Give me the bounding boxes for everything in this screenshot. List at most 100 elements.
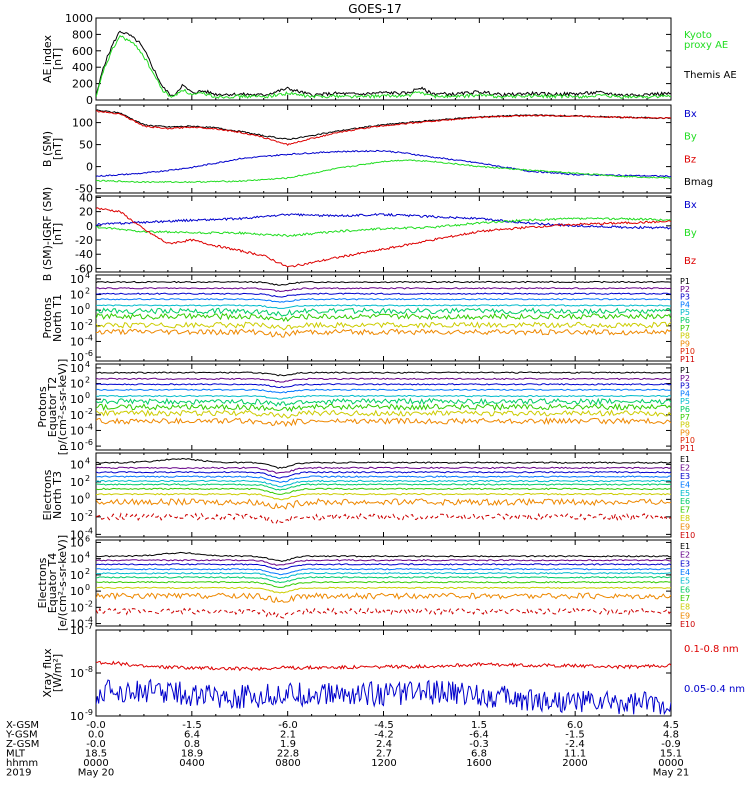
channel-label: E7 [680, 594, 690, 603]
y-tick-label: 10 [70, 335, 84, 348]
footer-row-label: Y-GSM [5, 730, 38, 741]
y-axis-label: Protons [36, 386, 49, 427]
y-tick-label: 10 [70, 362, 84, 375]
channel-line [96, 409, 671, 419]
footer-row-label: Z-GSM [6, 739, 39, 750]
y-tick-exponent: -6 [85, 438, 93, 447]
y-tick-label: 10 [70, 569, 84, 582]
channel-line [96, 328, 671, 338]
channel-label: P8 [680, 421, 690, 430]
channel-label: P1 [680, 366, 690, 375]
channel-line [96, 607, 671, 619]
panel-data [96, 457, 671, 525]
legend-entry: Bx [684, 200, 697, 211]
legend-entry: Bz [684, 154, 696, 165]
channel-line [96, 292, 671, 298]
series-line [96, 678, 671, 716]
footer-value: 0800 [275, 758, 300, 769]
y-tick-label: 10 [70, 440, 84, 453]
y-tick-label: 10 [70, 304, 84, 317]
y-tick-exponent: 2 [85, 287, 90, 296]
channel-line [96, 280, 671, 286]
channel-label: P2 [680, 285, 690, 294]
y-tick-exponent: -4 [85, 422, 93, 431]
channel-line [96, 457, 671, 469]
legend-entry: By [684, 132, 697, 143]
channel-label: P1 [680, 277, 690, 286]
y-tick-label: 1000 [65, 12, 93, 25]
channel-label: P10 [680, 436, 695, 445]
y-tick-exponent: 6 [85, 534, 90, 543]
y-axis-label: AE index [41, 34, 54, 83]
y-axis-label: Electrons [41, 469, 54, 520]
channel-line [96, 475, 671, 483]
plot-title: GOES-17 [348, 2, 402, 16]
y-tick-label: 800 [72, 28, 93, 41]
channel-line [96, 402, 671, 413]
y-tick-exponent: -2 [85, 509, 93, 518]
footer-value: -0.0 [86, 720, 106, 731]
footer-value: 2.7 [376, 749, 392, 760]
series-line [96, 109, 671, 141]
channel-label: E1 [680, 542, 690, 551]
channel-line [96, 416, 671, 428]
footer-value: -0.3 [469, 739, 489, 750]
channel-label: E7 [680, 506, 690, 515]
y-tick-exponent: -7 [85, 622, 93, 631]
channel-line [96, 312, 671, 322]
y-tick-label: 10 [70, 424, 84, 437]
channel-label: P8 [680, 332, 690, 341]
channel-label: E5 [680, 489, 690, 498]
panel-frame [95, 195, 672, 273]
footer-value: 18.9 [181, 749, 203, 760]
channel-label: P9 [680, 428, 690, 437]
y-axis-label: Equator T4 [46, 553, 59, 613]
legend-entry: proxy AE [684, 40, 728, 51]
legend-entry: By [684, 228, 697, 239]
channel-line [96, 497, 671, 510]
y-tick-label: 10 [70, 476, 84, 489]
channel-label: E1 [680, 455, 690, 464]
panel-data [96, 551, 671, 619]
channel-label: P3 [680, 293, 690, 302]
channel-line [96, 471, 671, 479]
panel-frame [95, 104, 672, 194]
y-axis-label: Protons [41, 297, 54, 338]
series-line [96, 217, 671, 238]
channel-label: E6 [680, 497, 690, 506]
channel-line [96, 576, 671, 584]
footer-value: 0.0 [88, 730, 104, 741]
channel-label: P7 [680, 324, 690, 333]
y-tick-label: 0 [86, 220, 93, 233]
channel-line [96, 551, 671, 563]
series-line [96, 212, 671, 230]
channel-line [96, 388, 671, 394]
panel-bigrf: 40 200-20-40-60 B (SM)-IGRF (SM)[nT] Bx By Bz [41, 187, 697, 281]
footer-row-label: hhmm [6, 758, 38, 769]
channel-line [96, 287, 671, 293]
footer-row-label: X-GSM [6, 720, 39, 731]
channel-line [96, 304, 671, 309]
panel-data [96, 207, 671, 268]
channel-line [96, 466, 671, 474]
channel-label: P6 [680, 405, 690, 414]
panel-ae: 1000 800 600 400 200 0 AE index[nT] Kyotoproxy … [41, 12, 737, 107]
panel-data [96, 371, 671, 428]
y-tick-label: 10 [70, 667, 84, 680]
channel-label: P11 [680, 444, 695, 453]
channel-line [96, 394, 671, 400]
footer-value: 22.8 [277, 749, 299, 760]
y-tick-label: -20 [75, 234, 93, 247]
y-tick-exponent: -9 [85, 708, 93, 717]
y-tick-label: 0 [86, 161, 93, 174]
channel-label: E3 [680, 559, 690, 568]
channel-line [96, 298, 671, 303]
channel-label: P9 [680, 339, 690, 348]
footer-value: 1.5 [471, 720, 487, 731]
series-line [96, 207, 671, 268]
footer-value: 0400 [179, 758, 204, 769]
y-axis-label: North T3 [51, 471, 64, 519]
channel-line [96, 572, 671, 580]
